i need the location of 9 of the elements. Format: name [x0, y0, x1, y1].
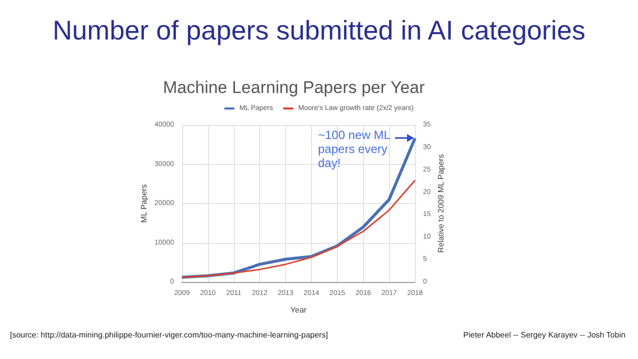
y2-axis-title: Relative to 2009 ML Papers [436, 154, 446, 253]
text: Pieter Abbeel -- Sergey Karayev -- Josh Tobin [463, 330, 626, 340]
annotation: ~100 new ML papers every day! [318, 128, 394, 170]
x-axis-title: Year [290, 306, 307, 314]
chart-subtitle: Machine Learning Papers per Year [163, 78, 426, 97]
y-axis-title: ML Papers [140, 184, 148, 223]
chart-title: Number of papers submitted in AI categories [52, 16, 586, 46]
text: [source: http://data-mining.philippe-fournier-viger.com/too-many-machine-learning-papers] [10, 330, 328, 340]
line-series [181, 180, 416, 278]
